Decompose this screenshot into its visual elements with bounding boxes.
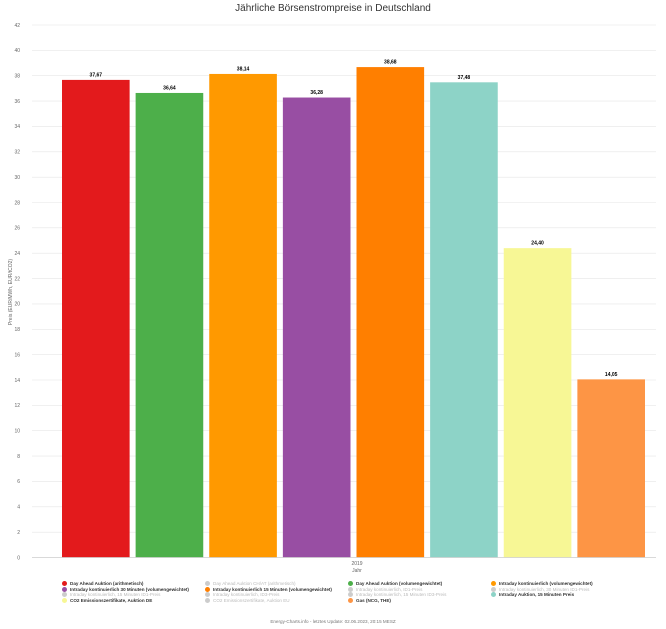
legend-item[interactable]: Gas (NCG, THE)	[348, 598, 491, 604]
data-label: 38,14	[237, 66, 250, 72]
legend-item[interactable]: Day Ahead Auktion CH/AT (arithmetisch)	[205, 581, 348, 587]
y-tick-label: 12	[14, 403, 20, 409]
footer-credit: Energy-Charts.info - letztes Update: 02.…	[270, 619, 396, 624]
legend-label: Gas (NCG, THE)	[356, 598, 391, 604]
legend-item[interactable]: Intraday kontinuierlich 30 Minuten (volu…	[62, 586, 205, 593]
x-axis-label: Jahr	[352, 568, 362, 574]
legend-label: Intraday kontinuierlich, ID1-Preis	[356, 586, 423, 592]
legend-label: CO2 Emissionszertifikate, Auktion DE	[70, 598, 153, 604]
y-tick-label: 34	[14, 124, 20, 130]
bar[interactable]	[62, 79, 130, 558]
legend-item[interactable]: Intraday kontinuierlich, 15 Minuten ID1-…	[62, 592, 205, 598]
data-label: 24,40	[531, 241, 544, 247]
y-tick-label: 40	[14, 48, 20, 54]
legend-label: Intraday kontinuierlich, 15 Minuten ID3-…	[356, 592, 447, 598]
bar[interactable]	[503, 248, 572, 558]
legend-label: Day Ahead Auktion (volumengewichtet)	[356, 581, 443, 587]
legend-label: Intraday kontinuierlich, 15 Minuten ID1-…	[70, 592, 161, 598]
legend-dot-icon	[348, 592, 353, 598]
data-label: 14,05	[605, 372, 618, 378]
data-labels: 37,67 36,64 38,14 36,28 38,68 37,48 24,40 14,05	[90, 60, 618, 378]
y-tick-label: 28	[14, 200, 20, 206]
legend-item[interactable]: Day Ahead Auktion (volumengewichtet)	[348, 581, 491, 587]
y-tick-label: 30	[14, 175, 20, 181]
legend-dot-icon	[62, 586, 67, 592]
bar[interactable]	[282, 97, 351, 558]
legend-item[interactable]: Intraday kontinuierlich, ID1-Preis	[348, 586, 491, 593]
y-tick-label: 0	[17, 555, 20, 561]
data-label: 36,64	[163, 85, 176, 91]
legend-dot-icon	[348, 598, 353, 604]
legend-dot-icon	[205, 581, 210, 587]
data-label: 36,28	[310, 90, 323, 96]
legend-dot-icon	[62, 592, 67, 598]
y-tick-label: 22	[14, 276, 20, 282]
legend-item[interactable]: Intraday kontinuierlich, ID3-Preis	[205, 592, 348, 598]
legend-item[interactable]: CO2 Emissionszertifikate, Auktion DE	[62, 598, 205, 604]
legend-dot-icon	[348, 586, 353, 592]
y-tick-label: 4	[17, 505, 20, 511]
legend-label: Day Ahead Auktion CH/AT (arithmetisch)	[213, 581, 296, 587]
chart-title: Jährliche Börsenstrompreise in Deutschla…	[235, 3, 431, 14]
y-tick-label: 14	[14, 378, 20, 384]
bar[interactable]	[356, 67, 425, 558]
y-tick-label: 32	[14, 150, 20, 156]
legend-label: Intraday kontinuierlich, 30 Minuten ID1-…	[499, 586, 590, 592]
bar[interactable]	[209, 73, 277, 558]
legend-dot-icon	[62, 598, 67, 604]
legend-dot-icon	[491, 581, 496, 587]
y-tick-label: 26	[14, 226, 20, 232]
bar[interactable]	[135, 92, 204, 558]
legend-label: CO2 Emissionszertifikate, Auktion EU	[213, 598, 290, 604]
legend-dot-icon	[62, 581, 67, 587]
y-tick-label: 38	[14, 74, 20, 80]
data-label: 38,68	[384, 60, 397, 66]
y-tick-label: 16	[14, 352, 20, 358]
data-label: 37,67	[90, 72, 103, 78]
y-tick-label: 8	[17, 454, 20, 460]
bar-chart: 024681012141618202224262830323436384042 …	[8, 23, 656, 574]
bar[interactable]	[430, 82, 498, 558]
legend-dot-icon	[348, 581, 353, 587]
legend-label: Intraday kontinuierlich (volumengewichte…	[499, 581, 593, 587]
legend-item[interactable]: Intraday kontinuierlich 15 Minuten (volu…	[205, 586, 348, 593]
y-tick-label: 10	[14, 429, 20, 435]
legend-item[interactable]: Intraday kontinuierlich (volumengewichte…	[491, 581, 634, 587]
y-tick-label: 20	[14, 302, 20, 308]
legend-item[interactable]: Intraday kontinuierlich, 15 Minuten ID3-…	[348, 592, 491, 598]
y-tick-label: 2	[17, 530, 20, 536]
y-tick-label: 24	[14, 251, 20, 257]
legend: Day Ahead Auktion (arithmetisch) Day Ahea…	[62, 581, 662, 604]
bars	[62, 67, 645, 558]
legend-dot-icon	[491, 586, 496, 592]
legend-item[interactable]: Intraday kontinuierlich, 30 Minuten ID1-…	[491, 586, 634, 593]
data-label: 37,48	[458, 75, 471, 81]
legend-label: Intraday Auktion, 15 Minuten Preis	[499, 592, 575, 598]
y-tick-label: 6	[17, 479, 20, 485]
legend-dot-icon	[491, 592, 496, 598]
legend-label: Day Ahead Auktion (arithmetisch)	[70, 581, 144, 587]
legend-item[interactable]: CO2 Emissionszertifikate, Auktion EU	[205, 598, 348, 604]
legend-label: Intraday kontinuierlich, ID3-Preis	[213, 592, 280, 598]
x-tick-label: 2019	[351, 561, 362, 567]
y-tick-label: 36	[14, 99, 20, 105]
legend-item[interactable]: Intraday Auktion, 15 Minuten Preis	[491, 592, 634, 598]
bar[interactable]	[577, 379, 645, 558]
legend-dot-icon	[205, 586, 210, 592]
y-axis-label: Preis (EUR/MWh, EUR/tCO2)	[8, 259, 14, 325]
y-tick-label: 18	[14, 327, 20, 333]
legend-label: Intraday kontinuierlich 30 Minuten (volu…	[70, 586, 189, 592]
legend-item[interactable]: Day Ahead Auktion (arithmetisch)	[62, 581, 205, 587]
legend-dot-icon	[205, 598, 210, 604]
legend-label: Intraday kontinuierlich 15 Minuten (volu…	[213, 586, 332, 592]
y-tick-label: 42	[14, 23, 20, 29]
legend-dot-icon	[205, 592, 210, 598]
